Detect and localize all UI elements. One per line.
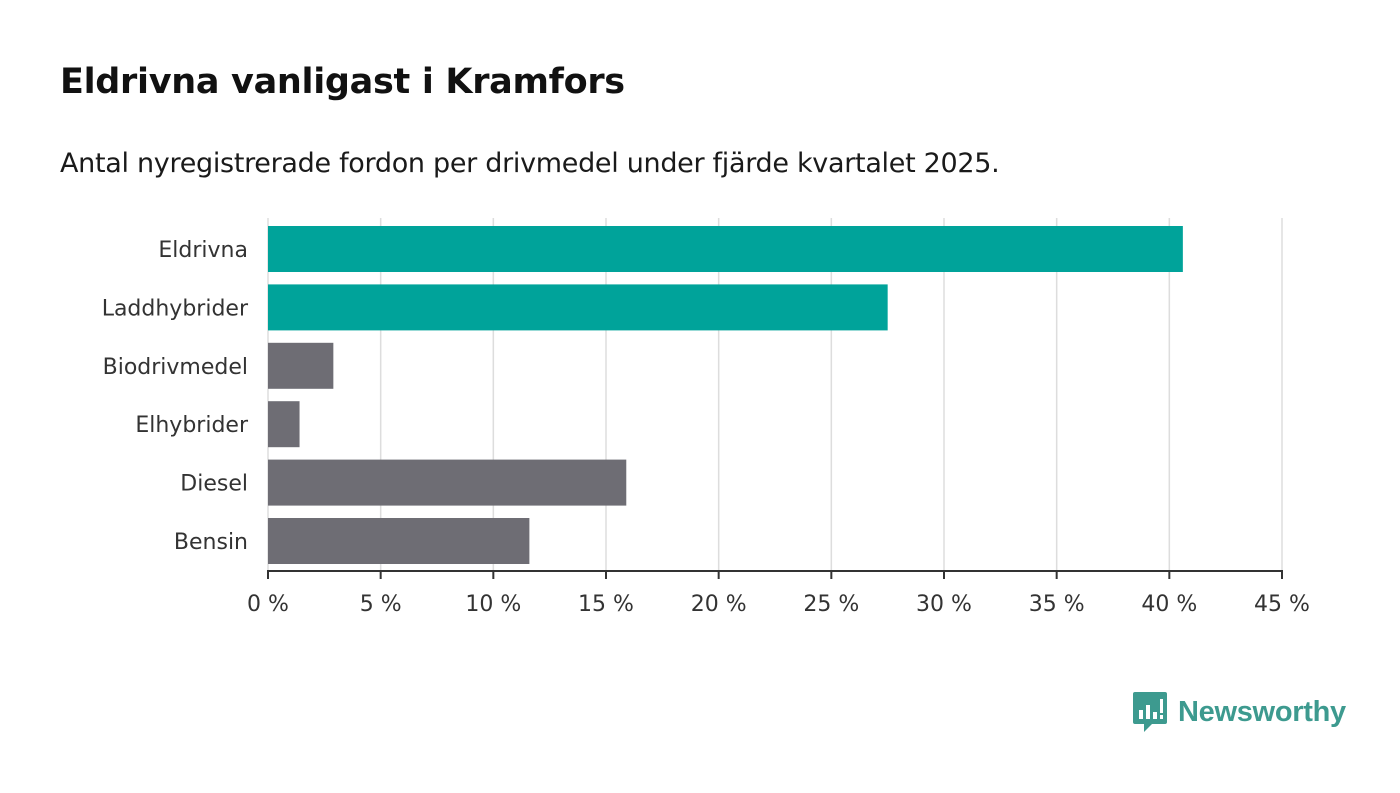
x-tick-label: 30 % <box>916 592 972 617</box>
category-label: Elhybrider <box>135 413 249 438</box>
bar-diesel <box>268 459 627 506</box>
x-tick-label: 15 % <box>578 592 634 617</box>
x-tick-label: 20 % <box>691 592 747 617</box>
bars <box>268 226 1183 564</box>
category-labels: Eldrivna Laddhybrider Biodrivmedel Elhybrid… <box>102 238 249 555</box>
category-label: Bensin <box>174 530 248 555</box>
grid-lines <box>267 218 1283 571</box>
x-tick-label: 35 % <box>1029 592 1085 617</box>
bar-laddhybrider <box>268 284 888 331</box>
x-tick-label: 25 % <box>803 592 859 617</box>
x-tick-label: 5 % <box>360 592 402 617</box>
x-tick-label: 10 % <box>465 592 521 617</box>
category-label: Eldrivna <box>158 238 248 263</box>
bar-elhybrider <box>268 401 300 448</box>
x-tick-label: 45 % <box>1254 592 1310 617</box>
chart-subtitle: Antal nyregistrerade fordon per drivmede… <box>60 148 1000 179</box>
bar-bensin <box>268 518 530 564</box>
category-label: Laddhybrider <box>102 296 249 321</box>
x-axis: 0 % 5 % 10 % 15 % 20 % 25 % 30 % 35 % 40 % 45 % <box>247 570 1310 617</box>
bar-chart: 0 % 5 % 10 % 15 % 20 % 25 % 30 % 35 % 40 % 45 % E… <box>102 218 1310 617</box>
category-label: Diesel <box>180 472 248 497</box>
x-tick-label: 40 % <box>1141 592 1197 617</box>
brand-name: Newsworthy <box>1178 695 1346 728</box>
category-label: Biodrivmedel <box>103 355 248 380</box>
bar-biodrivmedel <box>268 342 334 389</box>
newsworthy-logo-icon <box>1133 692 1167 732</box>
brand-logo: Newsworthy <box>1132 690 1346 734</box>
bar-eldrivna <box>268 226 1183 272</box>
chart-title: Eldrivna vanligast i Kramfors <box>60 62 625 102</box>
x-tick-label: 0 % <box>247 592 289 617</box>
